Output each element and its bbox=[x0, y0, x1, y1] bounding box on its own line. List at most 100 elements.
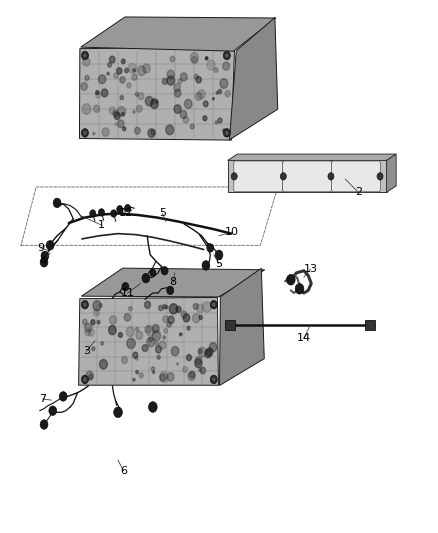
Polygon shape bbox=[79, 47, 235, 140]
Circle shape bbox=[195, 357, 202, 365]
Circle shape bbox=[95, 92, 101, 98]
Circle shape bbox=[176, 306, 181, 312]
Text: 9: 9 bbox=[37, 243, 44, 253]
Circle shape bbox=[199, 316, 202, 319]
Circle shape bbox=[159, 305, 163, 311]
Circle shape bbox=[133, 352, 138, 358]
Text: 7: 7 bbox=[39, 394, 46, 404]
Circle shape bbox=[95, 91, 99, 94]
Text: 14: 14 bbox=[297, 333, 311, 343]
Circle shape bbox=[212, 303, 215, 307]
Circle shape bbox=[209, 343, 217, 352]
Circle shape bbox=[210, 301, 217, 309]
Circle shape bbox=[166, 125, 174, 135]
Circle shape bbox=[180, 110, 187, 118]
Circle shape bbox=[109, 107, 115, 114]
Circle shape bbox=[46, 240, 54, 250]
Circle shape bbox=[142, 273, 150, 283]
Circle shape bbox=[136, 106, 142, 112]
Circle shape bbox=[218, 118, 222, 123]
Circle shape bbox=[203, 101, 208, 107]
Circle shape bbox=[197, 304, 204, 312]
Text: 13: 13 bbox=[304, 264, 318, 274]
Polygon shape bbox=[230, 18, 278, 140]
Circle shape bbox=[101, 342, 103, 345]
Circle shape bbox=[88, 329, 94, 336]
Circle shape bbox=[128, 63, 136, 73]
Circle shape bbox=[146, 326, 154, 336]
Circle shape bbox=[118, 333, 122, 337]
Polygon shape bbox=[387, 154, 396, 192]
Circle shape bbox=[214, 68, 218, 72]
Circle shape bbox=[177, 363, 179, 365]
Circle shape bbox=[184, 99, 192, 109]
Circle shape bbox=[102, 128, 109, 136]
Circle shape bbox=[133, 69, 135, 72]
Circle shape bbox=[136, 331, 143, 340]
Circle shape bbox=[94, 105, 99, 112]
Circle shape bbox=[124, 313, 131, 321]
Circle shape bbox=[218, 90, 222, 94]
Circle shape bbox=[377, 173, 383, 180]
Circle shape bbox=[41, 251, 49, 261]
Circle shape bbox=[189, 372, 195, 378]
Circle shape bbox=[117, 68, 122, 74]
Circle shape bbox=[110, 316, 117, 324]
Circle shape bbox=[133, 378, 135, 381]
Circle shape bbox=[205, 350, 211, 358]
Circle shape bbox=[135, 327, 139, 331]
Text: 2: 2 bbox=[355, 187, 362, 197]
Circle shape bbox=[151, 130, 155, 135]
Circle shape bbox=[180, 333, 182, 336]
Circle shape bbox=[83, 131, 87, 135]
Circle shape bbox=[164, 328, 168, 333]
Circle shape bbox=[145, 301, 151, 309]
Circle shape bbox=[120, 95, 124, 100]
Circle shape bbox=[82, 104, 91, 114]
Circle shape bbox=[167, 76, 175, 85]
Circle shape bbox=[110, 56, 115, 63]
Circle shape bbox=[198, 90, 205, 99]
Text: 1: 1 bbox=[98, 220, 105, 230]
Circle shape bbox=[178, 79, 182, 84]
Circle shape bbox=[198, 349, 202, 353]
Circle shape bbox=[171, 346, 179, 356]
Circle shape bbox=[216, 92, 218, 94]
Circle shape bbox=[81, 301, 88, 309]
Circle shape bbox=[220, 79, 228, 88]
Circle shape bbox=[162, 78, 167, 84]
Circle shape bbox=[151, 367, 155, 371]
Circle shape bbox=[92, 346, 95, 351]
Circle shape bbox=[194, 74, 198, 79]
Circle shape bbox=[223, 128, 230, 137]
Circle shape bbox=[161, 266, 168, 275]
Polygon shape bbox=[81, 17, 276, 51]
Circle shape bbox=[135, 357, 138, 360]
Circle shape bbox=[120, 77, 125, 83]
Circle shape bbox=[168, 316, 174, 324]
Circle shape bbox=[295, 284, 304, 294]
Circle shape bbox=[93, 132, 95, 135]
Circle shape bbox=[203, 116, 207, 121]
Circle shape bbox=[40, 419, 48, 429]
Circle shape bbox=[93, 301, 101, 311]
Circle shape bbox=[114, 73, 118, 78]
Circle shape bbox=[163, 336, 166, 339]
Circle shape bbox=[167, 373, 174, 381]
Circle shape bbox=[115, 123, 117, 126]
Circle shape bbox=[193, 313, 200, 323]
Circle shape bbox=[85, 329, 91, 336]
Circle shape bbox=[202, 261, 210, 270]
Circle shape bbox=[210, 375, 217, 384]
Circle shape bbox=[157, 356, 160, 359]
Circle shape bbox=[174, 105, 181, 114]
Circle shape bbox=[195, 92, 202, 101]
Circle shape bbox=[328, 173, 334, 180]
Circle shape bbox=[89, 374, 93, 379]
Circle shape bbox=[99, 303, 102, 308]
Circle shape bbox=[86, 371, 93, 380]
Circle shape bbox=[85, 76, 89, 80]
Circle shape bbox=[207, 244, 214, 252]
Circle shape bbox=[193, 303, 198, 310]
FancyBboxPatch shape bbox=[225, 320, 235, 329]
